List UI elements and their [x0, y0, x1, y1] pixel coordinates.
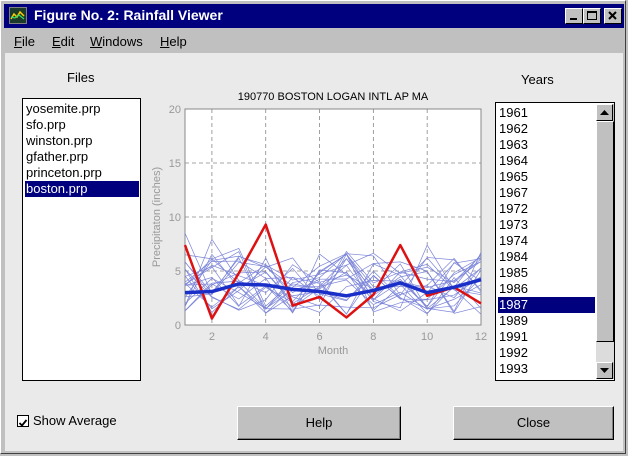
selected-year-line: [183, 223, 482, 320]
menu-edit[interactable]: Edit: [52, 34, 75, 49]
maximize-icon: [587, 11, 597, 20]
other-year-line: [184, 257, 482, 313]
y-tick-label: 20: [169, 104, 181, 116]
years-label: Years: [521, 72, 554, 87]
other-year-line: [184, 253, 482, 315]
menu-bar: File Edit Windows Help: [4, 31, 624, 51]
file-item[interactable]: gfather.prp: [26, 149, 89, 164]
scroll-thumb[interactable]: [596, 121, 614, 342]
y-tick-label: 10: [169, 212, 181, 224]
file-item[interactable]: princeton.prp: [26, 165, 102, 180]
x-axis-label: Month: [318, 345, 349, 357]
x-tick-label: 4: [263, 331, 269, 343]
files-label: Files: [67, 70, 95, 85]
show-average-checkbox[interactable]: [17, 415, 29, 427]
year-item[interactable]: 1964: [499, 153, 528, 168]
y-axis-label: Precipitaton (inches): [151, 167, 163, 267]
y-tick-label: 5: [175, 266, 181, 278]
year-item[interactable]: 1989: [499, 313, 528, 328]
year-item[interactable]: 1965: [499, 169, 528, 184]
other-year-line: [184, 253, 482, 314]
year-item[interactable]: 1967: [499, 185, 528, 200]
rainfall-chart: 190770 BOSTON LOGAN INTL AP MA 05101520 …: [151, 91, 487, 357]
maximize-button[interactable]: [583, 8, 601, 24]
x-tick-label: 6: [316, 331, 322, 343]
x-tick-label: 12: [475, 331, 487, 343]
scroll-up-button[interactable]: [596, 104, 613, 121]
year-item[interactable]: 1992: [499, 345, 528, 360]
year-item[interactable]: 1984: [499, 249, 528, 264]
up-arrow-icon: [600, 110, 609, 115]
year-item[interactable]: 1962: [499, 121, 528, 136]
close-button[interactable]: [604, 8, 622, 24]
other-year-line: [184, 244, 482, 315]
x-tick-label: 2: [209, 331, 215, 343]
file-item[interactable]: yosemite.prp: [26, 101, 101, 116]
other-year-line: [184, 232, 482, 313]
close-icon: [608, 11, 617, 20]
years-listbox[interactable]: 1961 1962 1963 1964 1965 1967 1972 1973 1974 1984…: [495, 102, 615, 381]
close-dialog-button[interactable]: Close: [453, 406, 614, 440]
show-average-label[interactable]: Show Average: [33, 413, 117, 428]
file-item[interactable]: winston.prp: [26, 133, 93, 148]
file-item[interactable]: sfo.prp: [26, 117, 66, 132]
chart-title: 190770 BOSTON LOGAN INTL AP MA: [238, 91, 429, 103]
check-icon: [18, 419, 28, 427]
minimize-icon: [570, 18, 577, 20]
files-listbox[interactable]: yosemite.prp sfo.prp winston.prp gfather…: [22, 98, 141, 381]
other-year-line: [184, 248, 482, 307]
file-item-selected[interactable]: boston.prp: [25, 181, 139, 197]
x-tick-label: 8: [370, 331, 376, 343]
year-item[interactable]: 1963: [499, 137, 528, 152]
menu-help[interactable]: Help: [160, 34, 187, 49]
y-tick-label: 0: [175, 320, 181, 332]
scroll-down-button[interactable]: [596, 362, 613, 379]
minimize-button[interactable]: [565, 8, 583, 24]
average-line: [184, 277, 482, 298]
menu-windows[interactable]: Windows: [90, 34, 143, 49]
year-item[interactable]: 1973: [499, 217, 528, 232]
year-item[interactable]: 1974: [499, 233, 528, 248]
other-year-line: [184, 253, 482, 308]
year-item[interactable]: 1985: [499, 265, 528, 280]
other-year-line: [184, 258, 482, 312]
year-item[interactable]: 1972: [499, 201, 528, 216]
x-tick-label: 10: [421, 331, 433, 343]
menu-file[interactable]: File: [14, 34, 35, 49]
title-bar[interactable]: Figure No. 2: Rainfall Viewer: [4, 4, 624, 28]
years-scrollbar[interactable]: [596, 104, 614, 379]
year-item[interactable]: 1993: [499, 361, 528, 376]
year-item[interactable]: 1991: [499, 329, 528, 344]
other-year-line: [184, 257, 482, 314]
help-button[interactable]: Help: [237, 406, 401, 440]
other-year-line: [184, 251, 482, 314]
scroll-track[interactable]: [596, 342, 614, 362]
down-arrow-icon: [600, 368, 609, 373]
year-item[interactable]: 1994: [498, 377, 595, 380]
year-item-selected[interactable]: 1987: [498, 297, 595, 313]
year-item[interactable]: 1961: [499, 105, 528, 120]
figure-icon[interactable]: [9, 7, 27, 24]
window-title: Figure No. 2: Rainfall Viewer: [34, 7, 223, 23]
y-tick-label: 15: [169, 158, 181, 170]
year-item[interactable]: 1986: [499, 281, 528, 296]
